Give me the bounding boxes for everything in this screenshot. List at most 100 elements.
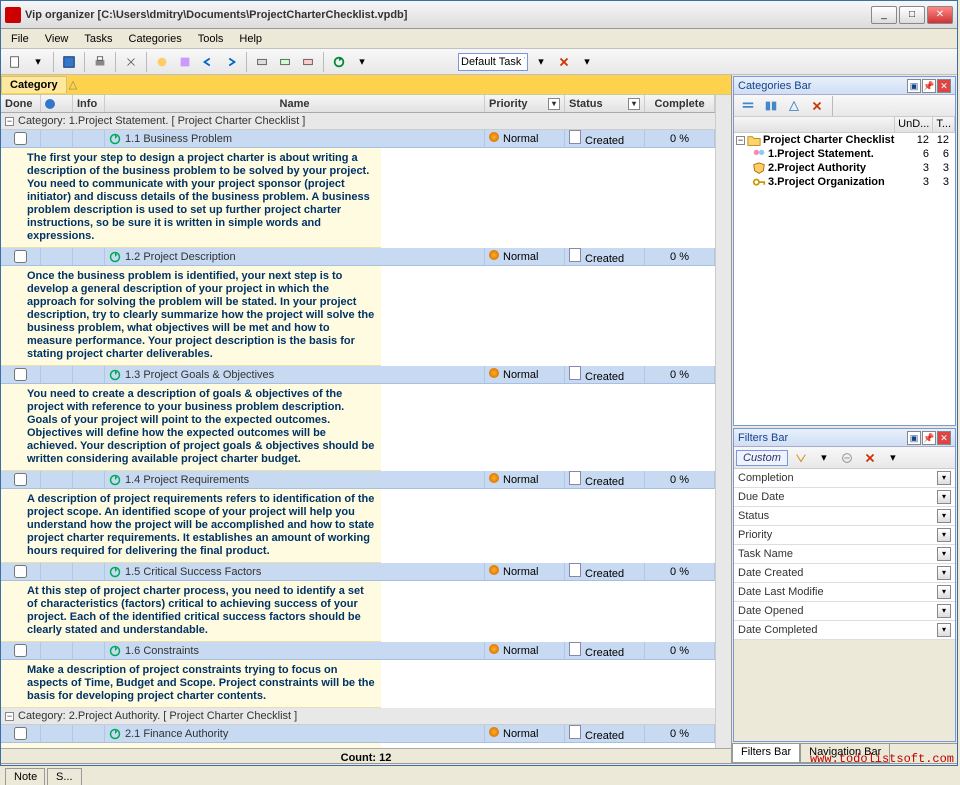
task-row[interactable]: 1.4 Project RequirementsNormalCreated0 %	[1, 471, 715, 489]
tab-s[interactable]: S...	[47, 768, 82, 785]
task-row[interactable]: 1.3 Project Goals & ObjectivesNormalCrea…	[1, 366, 715, 384]
filter-delete-button[interactable]	[860, 448, 880, 468]
filter-row[interactable]: Date Last Modifie▾	[734, 583, 955, 602]
tab-filters[interactable]: Filters Bar	[732, 744, 800, 763]
category-label[interactable]: Category	[1, 76, 67, 93]
menu-file[interactable]: File	[3, 31, 37, 47]
done-checkbox[interactable]	[14, 132, 27, 145]
done-checkbox[interactable]	[14, 473, 27, 486]
task-row[interactable]: 1.2 Project DescriptionNormalCreated0 %	[1, 248, 715, 266]
done-checkbox[interactable]	[14, 644, 27, 657]
filters-pin-button[interactable]: 📌	[922, 431, 936, 445]
refresh-button[interactable]	[329, 52, 349, 72]
filter-row[interactable]: Date Opened▾	[734, 602, 955, 621]
maximize-button[interactable]: □	[899, 6, 925, 24]
save-button[interactable]	[59, 52, 79, 72]
filter-dropdown-icon[interactable]: ▾	[937, 528, 951, 542]
cut-button[interactable]	[121, 52, 141, 72]
filter-dropdown-icon[interactable]: ▾	[937, 604, 951, 618]
collapse-icon[interactable]: −	[5, 712, 14, 721]
grid-body[interactable]: −Category: 1.Project Statement. [ Projec…	[1, 113, 715, 748]
view-selector[interactable]	[458, 53, 528, 71]
new-button[interactable]	[5, 52, 25, 72]
redo-button[interactable]	[221, 52, 241, 72]
col-complete[interactable]: Complete	[645, 95, 715, 112]
filter-preset[interactable]: Custom	[736, 450, 788, 466]
tree-row[interactable]: 2.Project Authority33	[734, 161, 955, 175]
filter-row[interactable]: Date Created▾	[734, 564, 955, 583]
menu-help[interactable]: Help	[231, 31, 270, 47]
print-button[interactable]	[90, 52, 110, 72]
tree-row[interactable]: −Project Charter Checklist1212	[734, 133, 955, 147]
col-status[interactable]: Status▾	[565, 95, 645, 112]
filter-row[interactable]: Date Completed▾	[734, 621, 955, 640]
tool-e[interactable]	[298, 52, 318, 72]
cat-tool-c[interactable]	[784, 96, 804, 116]
collapse-icon[interactable]: −	[5, 117, 14, 126]
filter-tool-dd[interactable]: ▾	[883, 448, 903, 468]
filter-dropdown-icon[interactable]: ▾	[937, 471, 951, 485]
cat-tool-b[interactable]	[761, 96, 781, 116]
status-filter-icon[interactable]: ▾	[628, 98, 640, 110]
cat-tool-a[interactable]	[738, 96, 758, 116]
filter-dropdown-icon[interactable]: ▾	[937, 566, 951, 580]
filter-row[interactable]: Completion▾	[734, 469, 955, 488]
filter-dropdown-icon[interactable]: ▾	[937, 490, 951, 504]
menu-tools[interactable]: Tools	[190, 31, 232, 47]
filter-row[interactable]: Task Name▾	[734, 545, 955, 564]
filter-tool-a-dd[interactable]: ▾	[814, 448, 834, 468]
panel-close-button[interactable]: ✕	[937, 79, 951, 93]
close-button[interactable]: ✕	[927, 6, 953, 24]
task-row[interactable]: 1.1 Business ProblemNormalCreated0 %	[1, 130, 715, 148]
expand-icon[interactable]: −	[736, 136, 745, 145]
col-name[interactable]: Name	[105, 95, 485, 112]
cat-tool-d[interactable]	[807, 96, 827, 116]
col-info2[interactable]: Info	[73, 95, 105, 112]
tab-note[interactable]: Note	[5, 768, 45, 785]
tree-row[interactable]: 3.Project Organization33	[734, 175, 955, 189]
done-checkbox[interactable]	[14, 368, 27, 381]
col-priority[interactable]: Priority▾	[485, 95, 565, 112]
filter-row[interactable]: Status▾	[734, 507, 955, 526]
filter-dropdown-icon[interactable]: ▾	[937, 509, 951, 523]
done-checkbox[interactable]	[14, 565, 27, 578]
tool-a[interactable]	[152, 52, 172, 72]
filter-row[interactable]: Due Date▾	[734, 488, 955, 507]
tool-c[interactable]	[252, 52, 272, 72]
panel-pin-button[interactable]: 📌	[922, 79, 936, 93]
menu-tasks[interactable]: Tasks	[76, 31, 120, 47]
tree-row[interactable]: 1.Project Statement.66	[734, 147, 955, 161]
priority-filter-icon[interactable]: ▾	[548, 98, 560, 110]
filter-dropdown-icon[interactable]: ▾	[937, 623, 951, 637]
filter-row[interactable]: Priority▾	[734, 526, 955, 545]
vertical-scrollbar[interactable]	[715, 95, 731, 748]
categories-tree[interactable]: UnD... T... −Project Charter Checklist12…	[734, 117, 955, 425]
undo-button[interactable]	[198, 52, 218, 72]
view-tool-a[interactable]	[554, 52, 574, 72]
filter-clear-button[interactable]	[837, 448, 857, 468]
tool-d[interactable]	[275, 52, 295, 72]
done-checkbox[interactable]	[14, 727, 27, 740]
filter-tool-a[interactable]	[791, 448, 811, 468]
minimize-button[interactable]: _	[871, 6, 897, 24]
refresh-dropdown[interactable]: ▾	[352, 52, 372, 72]
new-dropdown[interactable]: ▾	[28, 52, 48, 72]
done-checkbox[interactable]	[14, 250, 27, 263]
panel-opts-button[interactable]: ▣	[907, 79, 921, 93]
group-row[interactable]: −Category: 1.Project Statement. [ Projec…	[1, 113, 715, 130]
filter-dropdown-icon[interactable]: ▾	[937, 547, 951, 561]
filter-dropdown-icon[interactable]: ▾	[937, 585, 951, 599]
task-row[interactable]: 2.1 Finance AuthorityNormalCreated0 %	[1, 725, 715, 743]
tool-b[interactable]	[175, 52, 195, 72]
task-row[interactable]: 1.5 Critical Success FactorsNormalCreate…	[1, 563, 715, 581]
col-done[interactable]: Done	[1, 95, 41, 112]
group-row[interactable]: −Category: 2.Project Authority. [ Projec…	[1, 708, 715, 725]
task-row[interactable]: 1.6 ConstraintsNormalCreated0 %	[1, 642, 715, 660]
col-info[interactable]	[41, 95, 73, 112]
menu-categories[interactable]: Categories	[121, 31, 190, 47]
view-dropdown[interactable]: ▾	[531, 52, 551, 72]
menu-view[interactable]: View	[37, 31, 77, 47]
filters-opts-button[interactable]: ▣	[907, 431, 921, 445]
view-tool-b[interactable]: ▾	[577, 52, 597, 72]
filters-close-button[interactable]: ✕	[937, 431, 951, 445]
